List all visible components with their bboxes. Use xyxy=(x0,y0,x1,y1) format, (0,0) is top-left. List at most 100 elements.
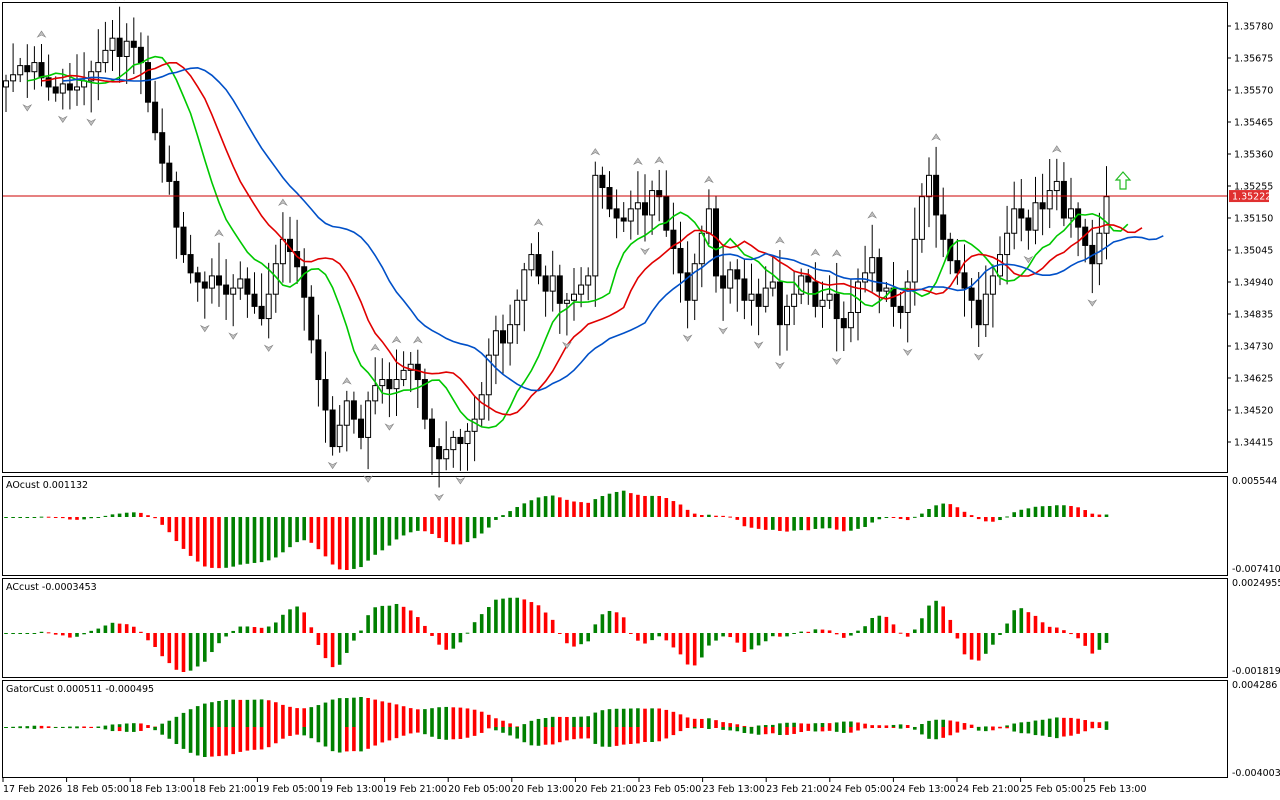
gator-upper-bar xyxy=(948,720,953,727)
ac-bar xyxy=(621,617,626,633)
ac-bar xyxy=(558,633,562,634)
ac-bar xyxy=(387,605,392,633)
gator-lower-bar xyxy=(53,727,58,728)
ac-bar xyxy=(359,630,363,633)
gator-upper-bar xyxy=(288,706,292,727)
ao-bar xyxy=(423,517,427,532)
ac-bar xyxy=(508,597,512,633)
candle-body xyxy=(88,71,95,82)
gator-lower-bar xyxy=(288,727,292,736)
ao-bar xyxy=(905,517,910,521)
ao-bar xyxy=(614,491,619,517)
gator-lower-bar xyxy=(870,727,874,729)
candle-body xyxy=(677,247,684,274)
ac-bar xyxy=(1097,633,1102,650)
gator-lower-bar xyxy=(217,727,221,757)
ac-bar xyxy=(643,633,647,644)
ao-bar xyxy=(465,517,470,543)
ao-bar xyxy=(217,517,221,569)
fractal-down-icon xyxy=(682,334,693,342)
fractals-group xyxy=(22,0,1098,502)
gator-lower-bar xyxy=(543,727,548,745)
gator-upper-bar xyxy=(962,723,967,727)
ao-bar xyxy=(714,515,718,517)
gator-lower-bar xyxy=(61,727,65,728)
candle-body xyxy=(201,281,208,289)
ao-bar xyxy=(401,517,406,536)
ao-bar xyxy=(629,493,633,517)
gator-lower-bar xyxy=(849,727,853,733)
gator-lower-bar xyxy=(46,727,51,728)
ao-bar xyxy=(458,517,463,545)
ac-bar xyxy=(799,631,803,633)
gator-lower-bar xyxy=(25,727,30,729)
time-tick-label: 19 Feb 05:00 xyxy=(257,784,319,795)
gator-lower-bar xyxy=(756,727,761,735)
candle-body xyxy=(585,275,592,286)
ac-bar xyxy=(778,633,782,637)
candle-body xyxy=(429,418,435,448)
price-tick-label: 1.35045 xyxy=(1234,246,1273,257)
gator-upper-bar xyxy=(536,718,541,727)
gator-lower-bar xyxy=(692,727,697,729)
main-price-panel[interactable] xyxy=(2,2,1228,473)
gator-lower-bar xyxy=(636,727,640,744)
gator-lower-bar xyxy=(735,727,740,732)
gator-lower-bar xyxy=(920,727,924,735)
gator-upper-bar xyxy=(678,714,683,727)
gator-upper-bar xyxy=(259,699,264,727)
candle-body xyxy=(656,190,663,198)
gator-upper-bar xyxy=(458,707,463,727)
gator-upper-bar xyxy=(771,724,775,727)
gator-lower-bar xyxy=(685,727,690,728)
ac-bar xyxy=(771,633,775,637)
ac-bar xyxy=(948,619,953,633)
ac-bar xyxy=(877,615,882,633)
gator-lower-bar xyxy=(565,727,569,741)
ac-bar xyxy=(61,633,65,636)
ac-bar xyxy=(18,633,22,634)
gator-upper-bar xyxy=(927,720,931,727)
gator-upper-bar xyxy=(863,723,867,727)
candle-body xyxy=(464,430,471,445)
ao-bar xyxy=(636,494,640,517)
gator-upper-bar xyxy=(252,699,257,727)
ao-bar xyxy=(884,517,889,518)
ao-bar xyxy=(18,517,22,518)
gator-upper-bar xyxy=(969,724,974,727)
ao-panel[interactable] xyxy=(2,476,1228,576)
ac-bar xyxy=(629,633,633,634)
gator-upper-bar xyxy=(785,722,789,727)
gator-lower-bar xyxy=(1033,727,1038,736)
fractal-down-icon xyxy=(384,423,395,431)
gator-lower-bar xyxy=(295,727,299,735)
ac-histogram xyxy=(4,597,1109,672)
gator-upper-bar xyxy=(465,708,470,727)
gator-upper-bar xyxy=(188,709,193,727)
gator-lower-bar xyxy=(281,727,285,739)
ac-bar xyxy=(614,612,619,633)
ac-bar xyxy=(813,629,818,633)
candle-body xyxy=(904,281,911,313)
ao-bar xyxy=(806,517,811,531)
gator-lower-bar xyxy=(707,727,711,729)
candle-body xyxy=(762,287,769,307)
fractal-down-icon xyxy=(718,327,728,335)
fractal-down-icon xyxy=(22,104,33,112)
ao-bar xyxy=(558,497,562,517)
ao-bar xyxy=(820,517,825,529)
ac-bar xyxy=(96,628,101,633)
ac-bar xyxy=(25,633,30,634)
gator-upper-bar xyxy=(515,726,519,728)
ao-bar xyxy=(238,517,243,565)
candle-body xyxy=(365,400,372,438)
gator-upper-bar xyxy=(799,723,803,727)
gator-lower-bar xyxy=(309,727,314,739)
ac-bar xyxy=(451,633,456,649)
fractal-up-icon xyxy=(278,198,288,206)
ao-bar xyxy=(472,517,477,539)
gator-upper-bar xyxy=(1019,722,1024,727)
ac-bar xyxy=(1083,633,1087,646)
candle-body xyxy=(45,77,52,88)
